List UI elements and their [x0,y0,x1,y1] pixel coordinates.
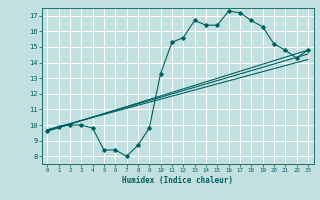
X-axis label: Humidex (Indice chaleur): Humidex (Indice chaleur) [122,176,233,185]
